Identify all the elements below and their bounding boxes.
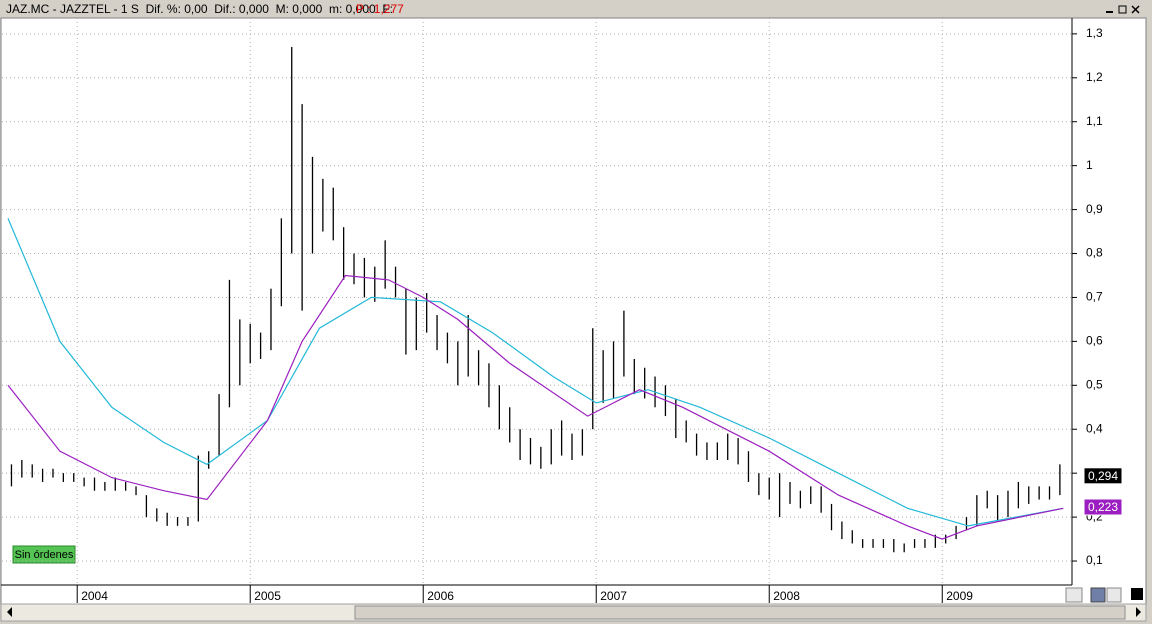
y-tick-label: 1 — [1086, 158, 1093, 172]
x-tick-label: 2008 — [773, 589, 800, 603]
y-tick-label: 0,5 — [1086, 377, 1103, 391]
close-icon — [1131, 5, 1140, 14]
order-status-badge[interactable] — [12, 545, 76, 564]
last-value-label: 0,223 — [1088, 500, 1118, 514]
title-bar: JAZ.MC - JAZZTEL - 1 S Dif. %: 0,00 Dif.… — [0, 0, 1146, 18]
color-button[interactable] — [1131, 588, 1143, 600]
last-value-box — [1083, 467, 1123, 485]
minimize-icon — [1106, 11, 1113, 13]
y-tick-label: 0,6 — [1086, 334, 1103, 348]
x-tick-label: 2005 — [254, 589, 281, 603]
x-tick-label: 2009 — [946, 589, 973, 603]
y-tick-label: 1,2 — [1086, 70, 1103, 84]
y-tick-label: 1,1 — [1086, 114, 1103, 128]
save-button[interactable] — [1090, 587, 1106, 603]
symbol-info: JAZ.MC - JAZZTEL - 1 S Dif. %: 0,00 Dif.… — [6, 2, 394, 16]
moving-average — [7, 274, 1064, 540]
last-value-box — [1083, 498, 1123, 516]
tool-button[interactable] — [1065, 587, 1083, 603]
y-tick-label: 0,7 — [1086, 290, 1103, 304]
order-status: Sin órdenes — [15, 549, 74, 561]
y-tick-label: 0,1 — [1086, 553, 1103, 567]
x-tick-label: 2007 — [600, 589, 627, 603]
y-tick-label: 0,9 — [1086, 202, 1103, 216]
price-info: P : 1,277 — [356, 2, 404, 16]
x-tick-label: 2004 — [81, 589, 108, 603]
scroll-thumb[interactable] — [354, 605, 1126, 620]
y-tick-label: 1,3 — [1086, 26, 1103, 40]
y-tick-label: 0,4 — [1086, 421, 1103, 435]
x-tick-label: 2006 — [427, 589, 454, 603]
scroll-left[interactable] — [7, 607, 12, 617]
moving-average — [7, 218, 1064, 527]
maximize-icon — [1118, 5, 1127, 14]
pin-button[interactable] — [1106, 587, 1122, 603]
scroll-right[interactable] — [1136, 607, 1141, 617]
plot-frame — [0, 17, 1147, 605]
last-value-label: 0,294 — [1088, 469, 1118, 483]
y-tick-label: 0,8 — [1086, 246, 1103, 260]
